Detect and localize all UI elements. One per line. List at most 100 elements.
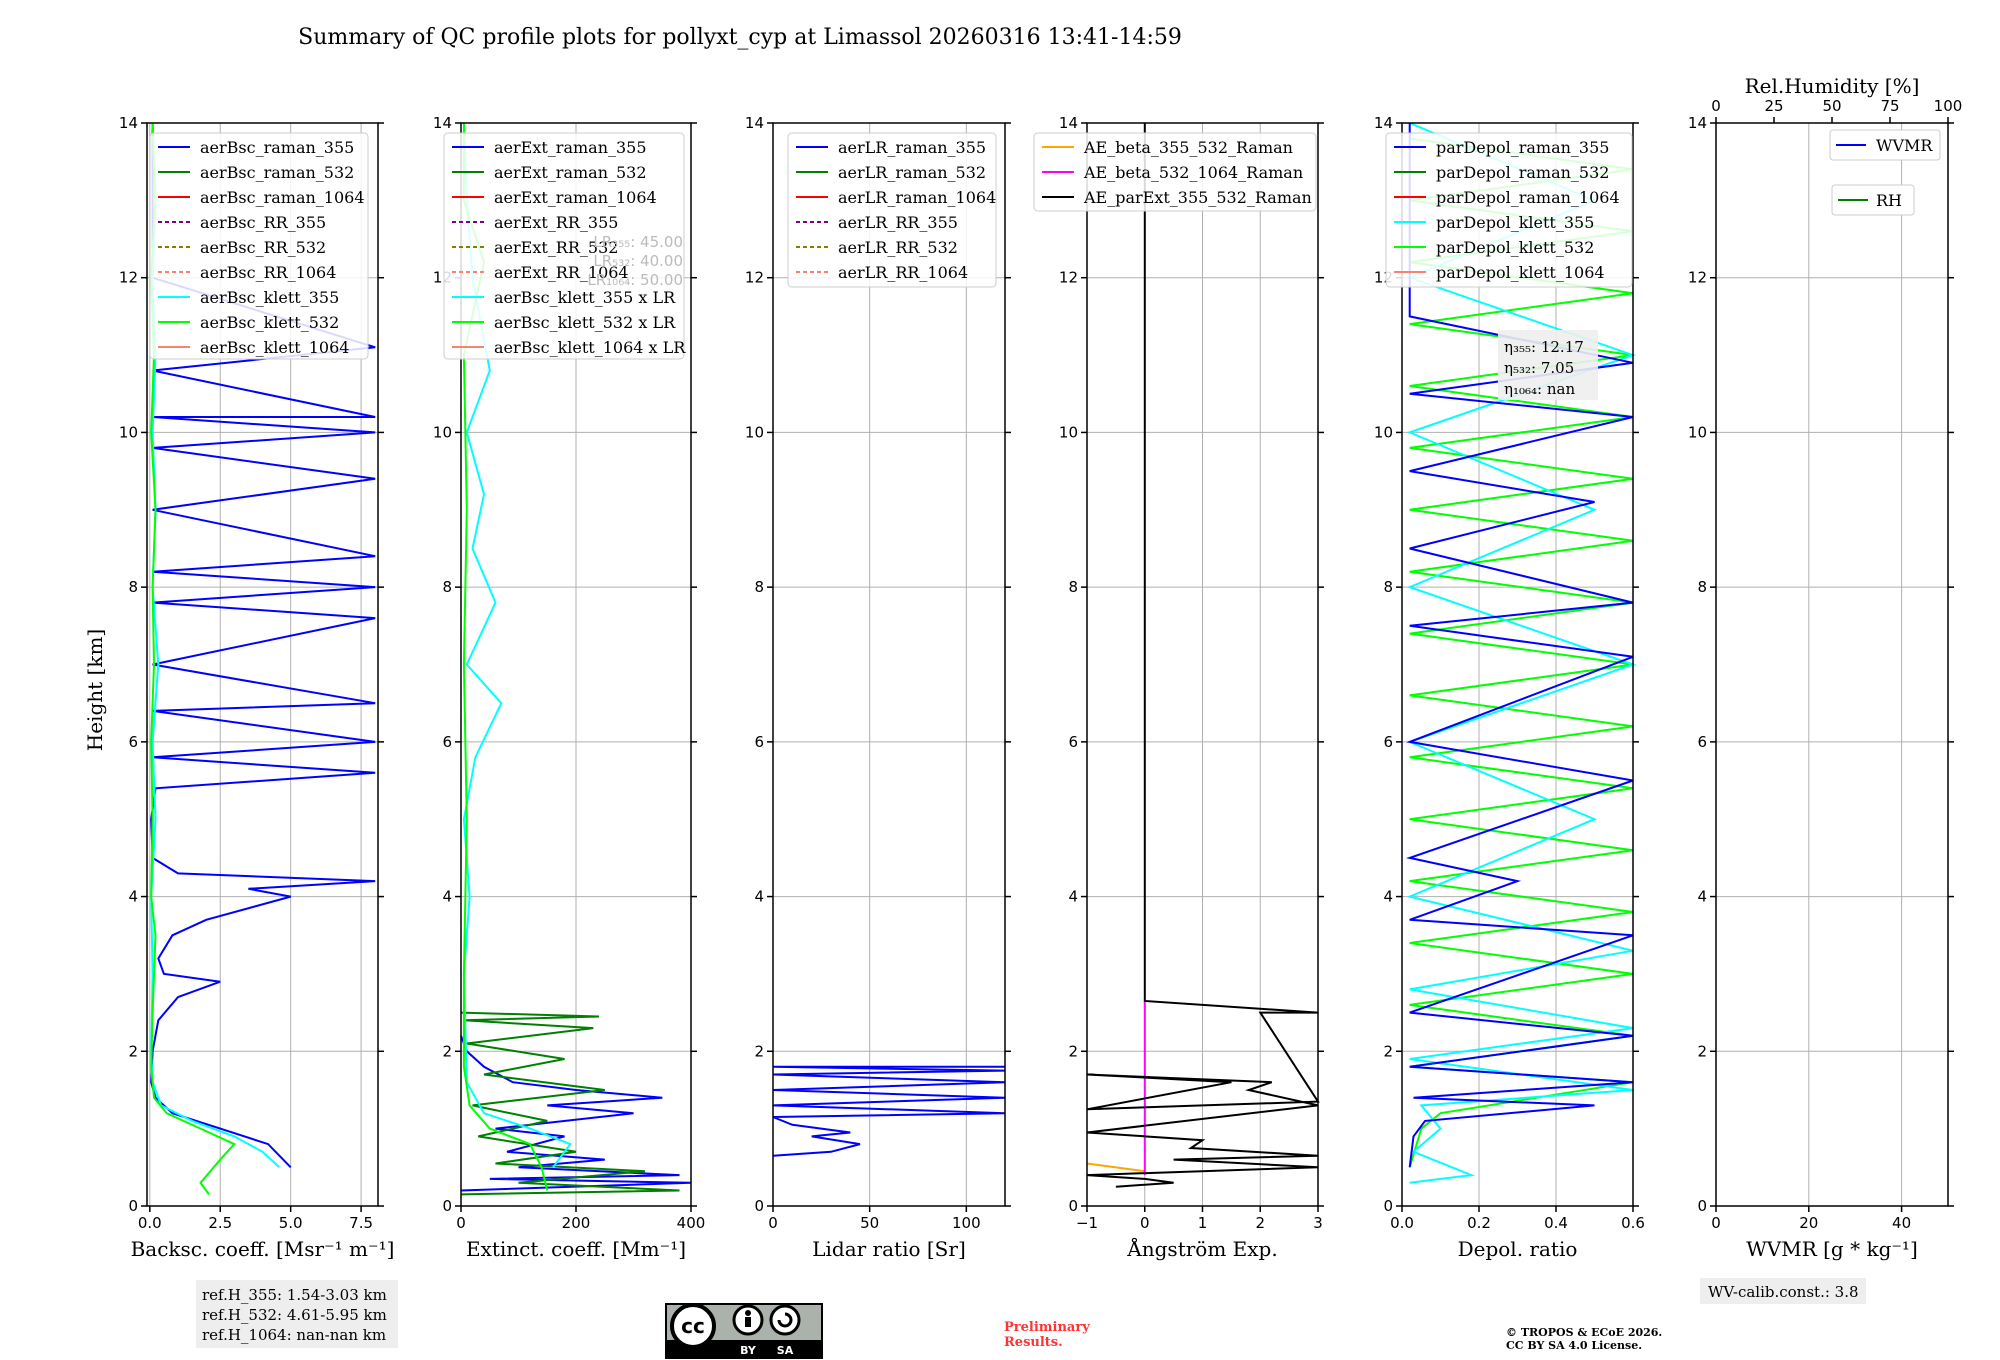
legend-label: aerBsc_klett_1064 x LR — [494, 338, 686, 357]
top-x-tick-label: 0 — [1711, 97, 1721, 115]
top-x-tick-label: 75 — [1880, 97, 1899, 115]
y-tick-label: 6 — [754, 733, 764, 751]
legend-label: aerLR_RR_1064 — [838, 263, 968, 282]
legend-label: aerBsc_klett_355 x LR — [494, 288, 676, 307]
legend-label: aerBsc_klett_1064 — [200, 338, 349, 357]
x-tick-label: 200 — [562, 1214, 591, 1232]
y-tick-label: 6 — [1068, 733, 1078, 751]
y-tick-label: 14 — [1374, 114, 1393, 132]
cc-by-label: BY — [740, 1344, 757, 1357]
y-tick-label: 0 — [1383, 1197, 1393, 1215]
legend-label: AE_parExt_355_532_Raman — [1083, 188, 1312, 207]
lidar-ratio-panel: 0 2 4 6 8 10 12 14 0 50 100 Lidar ratio [Sr] aerLR_r… — [745, 114, 1011, 1261]
x-axis-label: Backsc. coeff. [Msr⁻¹ m⁻¹] — [131, 1237, 395, 1261]
lr-label: LR₅₃₂: 40.00 — [593, 252, 683, 270]
y-tick-label: 2 — [1697, 1042, 1707, 1060]
x-tick-label: 0.6 — [1621, 1214, 1645, 1232]
x-tick-label: 0.0 — [138, 1214, 162, 1232]
x-tick-label: 0 — [768, 1214, 778, 1232]
y-tick-label: 14 — [1059, 114, 1078, 132]
y-tick-label: 4 — [754, 888, 764, 906]
x-tick-label: 0.2 — [1467, 1214, 1491, 1232]
figure-title: Summary of QC profile plots for pollyxt_… — [298, 25, 1182, 50]
cc-sa-label: SA — [777, 1344, 794, 1357]
legend-label: aerBsc_raman_532 — [200, 163, 354, 182]
y-tick-label: 10 — [1059, 423, 1078, 441]
wv-calib-note: WV-calib.const.: 3.8 — [1708, 1283, 1859, 1301]
legend-label: parDepol_raman_1064 — [1436, 188, 1620, 207]
y-tick-label: 14 — [745, 114, 764, 132]
legend-label: aerBsc_raman_355 — [200, 138, 354, 157]
axes-frame — [1716, 123, 1948, 1206]
x-tick-label: 0.0 — [1390, 1214, 1414, 1232]
legend-label: aerLR_raman_1064 — [838, 188, 996, 207]
y-tick-label: 12 — [1688, 269, 1707, 287]
legend-label: aerBsc_raman_1064 — [200, 188, 365, 207]
x-tick-label: 3 — [1313, 1214, 1323, 1232]
x-tick-label: 400 — [677, 1214, 706, 1232]
y-tick-label: 0 — [1697, 1197, 1707, 1215]
legend-label: aerExt_RR_355 — [494, 213, 618, 232]
rh-legend-label: RH — [1876, 191, 1902, 210]
top-axis-label: Rel.Humidity [%] — [1745, 74, 1920, 98]
preliminary-line2: Results. — [1004, 1335, 1063, 1350]
legend-label: parDepol_klett_532 — [1436, 238, 1594, 257]
y-tick-label: 4 — [1068, 888, 1078, 906]
eta-label: η₅₃₂: 7.05 — [1504, 359, 1574, 377]
legend-label: aerBsc_klett_355 — [200, 288, 339, 307]
x-axis-label: Ångström Exp. — [1126, 1236, 1277, 1261]
y-tick-label: 0 — [1068, 1197, 1078, 1215]
y-tick-label: 4 — [442, 888, 452, 906]
y-tick-label: 10 — [1688, 423, 1707, 441]
x-tick-label: 40 — [1892, 1214, 1911, 1232]
y-tick-label: 4 — [1697, 888, 1707, 906]
legend-label: aerExt_raman_532 — [494, 163, 647, 182]
eta-label: η₁₀₆₄: nan — [1504, 380, 1575, 398]
y-tick-label: 0 — [128, 1197, 138, 1215]
x-tick-label: 0 — [1140, 1214, 1150, 1232]
y-tick-label: 14 — [119, 114, 138, 132]
x-tick-label: 2 — [1255, 1214, 1265, 1232]
y-tick-label: 12 — [119, 269, 138, 287]
y-tick-label: 2 — [1383, 1042, 1393, 1060]
x-tick-label: 0.4 — [1544, 1214, 1568, 1232]
y-tick-label: 8 — [1697, 578, 1707, 596]
y-tick-label: 12 — [1059, 269, 1078, 287]
y-tick-label: 8 — [442, 578, 452, 596]
legend-label: AE_beta_532_1064_Raman — [1083, 163, 1303, 182]
y-tick-label: 12 — [745, 269, 764, 287]
x-tick-label: 2.5 — [208, 1214, 232, 1232]
x-tick-label: 7.5 — [349, 1214, 373, 1232]
share-alike-icon — [771, 1306, 799, 1334]
y-tick-label: 2 — [128, 1042, 138, 1060]
legend-label: parDepol_raman_355 — [1436, 138, 1609, 157]
y-tick-label: 4 — [128, 888, 138, 906]
y-tick-label: 8 — [1068, 578, 1078, 596]
legend-label: aerExt_raman_355 — [494, 138, 647, 157]
y-tick-label: 10 — [1374, 423, 1393, 441]
x-tick-label: 0 — [1711, 1214, 1721, 1232]
y-tick-label: 6 — [1383, 733, 1393, 751]
y-tick-label: 6 — [128, 733, 138, 751]
y-tick-label: 6 — [1697, 733, 1707, 751]
legend-label: aerBsc_RR_355 — [200, 213, 326, 232]
ref-h-1064: ref.H_1064: nan-nan km — [202, 1326, 386, 1344]
y-tick-label: 0 — [442, 1197, 452, 1215]
copyright-line1: © TROPOS & ECoE 2026. — [1506, 1326, 1662, 1339]
x-axis-label: WVMR [g * kg⁻¹] — [1746, 1237, 1918, 1261]
legend-label: aerLR_raman_355 — [838, 138, 986, 157]
wvmr-legend-label: WVMR — [1876, 136, 1933, 155]
y-tick-label: 4 — [1383, 888, 1393, 906]
y-tick-label: 6 — [442, 733, 452, 751]
y-tick-label: 14 — [433, 114, 452, 132]
x-tick-label: 5.0 — [279, 1214, 303, 1232]
legend-label: parDepol_raman_532 — [1436, 163, 1609, 182]
series-aerLR_raman_355 — [773, 1067, 1005, 1156]
legend-label: aerLR_RR_532 — [838, 238, 958, 257]
top-x-tick-label: 25 — [1764, 97, 1783, 115]
legend-label: aerBsc_klett_532 — [200, 313, 339, 332]
